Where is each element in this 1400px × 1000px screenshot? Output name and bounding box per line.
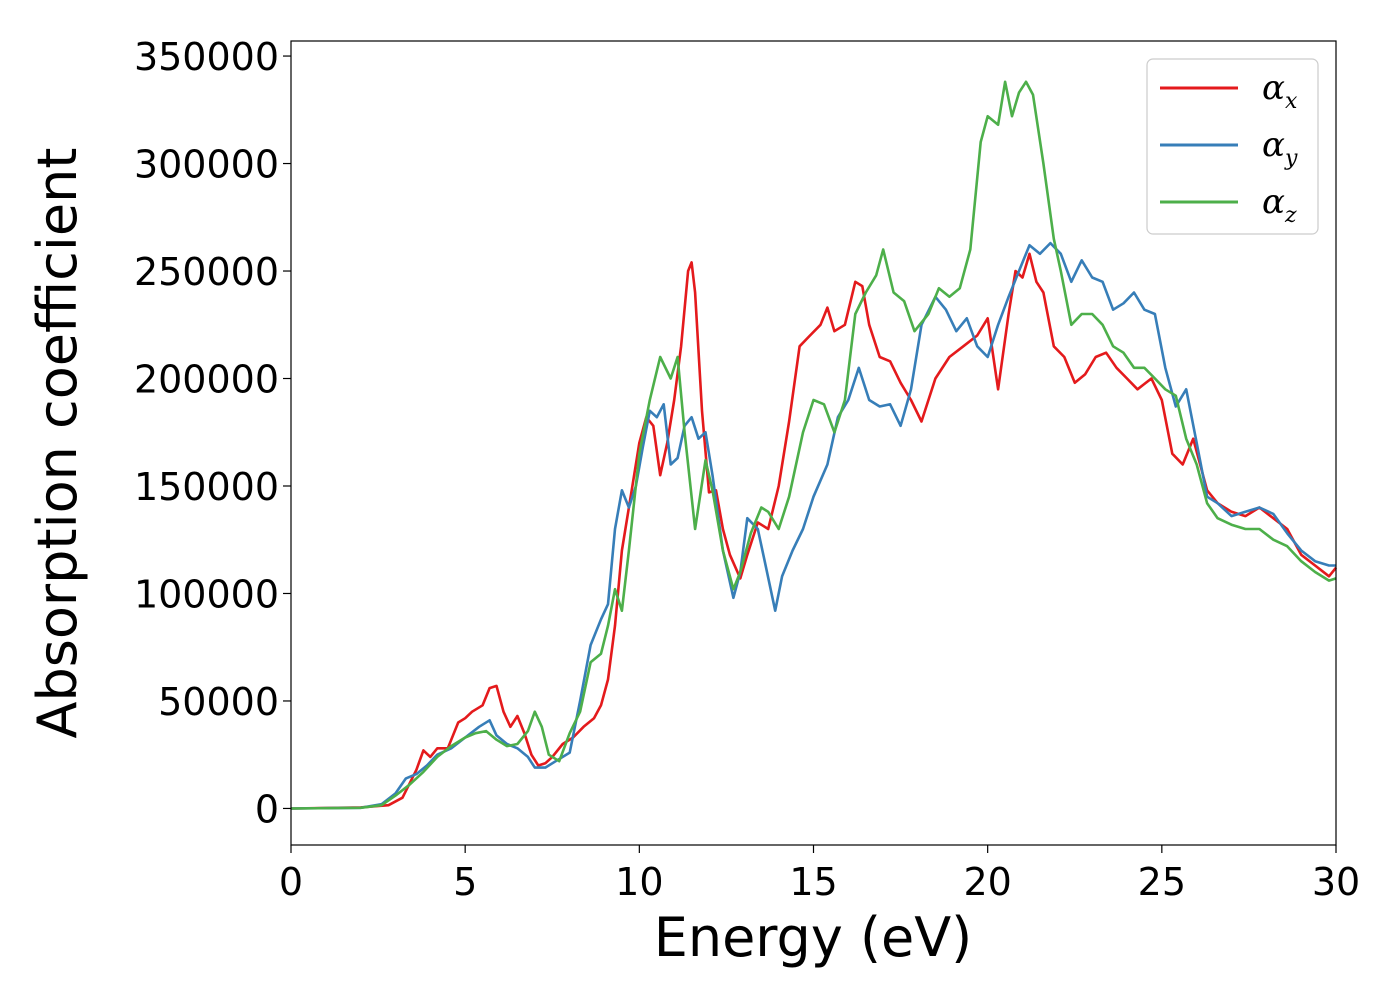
x-axis-title: Energy (eV) — [654, 906, 973, 969]
x-tick-label: 20 — [963, 860, 1011, 904]
x-tick-label: 30 — [1312, 860, 1360, 904]
y-tick-label: 0 — [255, 787, 279, 831]
y-axis-title: Absorption coefficient — [26, 148, 89, 739]
x-tick-label: 10 — [615, 860, 663, 904]
y-tick-label: 150000 — [134, 465, 279, 509]
y-tick-label: 250000 — [134, 250, 279, 294]
y-tick-label: 100000 — [134, 572, 279, 616]
y-tick-label: 350000 — [134, 35, 279, 79]
x-tick-label: 25 — [1138, 860, 1186, 904]
y-tick-label: 300000 — [134, 143, 279, 187]
y-axis: 0 50000 100000 150000 200000 250000 300000 3500… — [134, 35, 291, 831]
y-tick-label: 200000 — [134, 358, 279, 402]
series-layer — [290, 80, 1338, 810]
y-tick-label: 50000 — [158, 680, 279, 724]
x-tick-label: 5 — [453, 860, 477, 904]
series-line-x — [290, 252, 1338, 810]
series-line-y — [290, 241, 1336, 810]
x-tick-label: 15 — [789, 860, 837, 904]
x-axis: 0 5 10 15 20 25 30 — [279, 845, 1360, 904]
series-line-z — [290, 80, 1337, 810]
x-tick-label: 0 — [279, 860, 303, 904]
